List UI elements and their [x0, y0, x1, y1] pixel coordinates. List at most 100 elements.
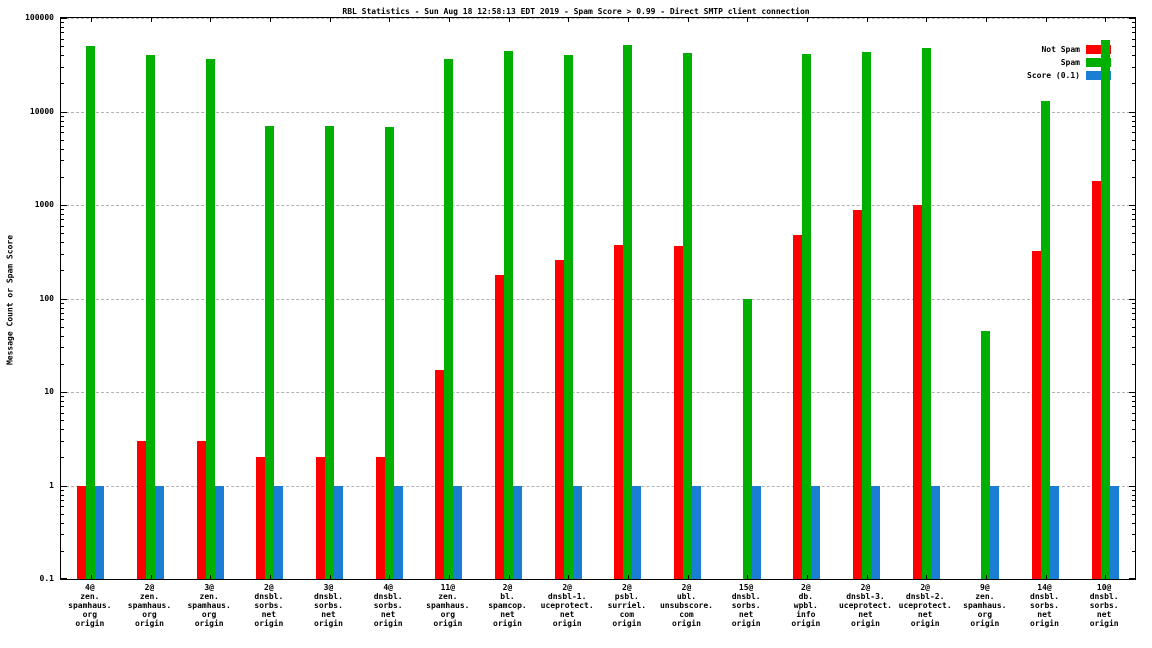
axis-tick: [1132, 490, 1135, 491]
bar-not_spam: [495, 274, 504, 579]
x-tick-label-line: org: [82, 610, 98, 619]
plot-area: Not Spam Spam Score (0.1): [60, 17, 1136, 580]
axis-tick: [61, 313, 64, 314]
x-tick-label-line: spamhaus.: [187, 601, 231, 610]
x-tick-label-line: zen.: [199, 592, 219, 601]
x-tick-label-line: spamcop.: [488, 601, 527, 610]
axis-tick: [568, 18, 569, 22]
x-tick-label: 9@ zen. spamhaus. org origin: [955, 583, 1015, 628]
bar-not_spam: [912, 205, 922, 579]
axis-tick: [270, 18, 271, 22]
axis-tick: [61, 420, 64, 421]
bar-score: [990, 485, 1000, 579]
bar-spam: [384, 127, 394, 579]
bar-score: [453, 485, 463, 579]
gridline: [61, 18, 1135, 19]
x-tick-label-line: sorbs.: [314, 601, 343, 610]
x-tick-label-line: spamhaus.: [963, 601, 1007, 610]
axis-tick: [389, 18, 390, 22]
bar-score: [393, 485, 403, 579]
axis-tick: [1132, 121, 1135, 122]
axis-tick: [61, 578, 67, 579]
axis-tick: [61, 242, 64, 243]
x-tick-label-line: db.: [798, 592, 814, 601]
bar-spam: [504, 51, 513, 579]
axis-tick: [1132, 396, 1135, 397]
axis-tick: [1132, 506, 1135, 507]
axis-tick: [1129, 486, 1135, 487]
bar-not_spam: [256, 457, 266, 579]
axis-tick: [91, 18, 92, 22]
axis-tick: [61, 429, 64, 430]
axis-tick: [61, 441, 64, 442]
axis-tick: [1132, 209, 1135, 210]
x-tick-label: 2@ zen. spamhaus. org origin: [120, 583, 180, 628]
axis-tick: [61, 413, 64, 414]
bar-not_spam: [375, 457, 385, 579]
axis-tick: [61, 308, 64, 309]
x-tick-label-line: psbl.: [614, 592, 639, 601]
axis-tick: [61, 486, 67, 487]
bar-spam: [205, 59, 215, 579]
axis-tick: [1132, 219, 1135, 220]
bar-not_spam: [674, 246, 683, 579]
x-tick-label: 2@ ubl. unsubscore. com origin: [657, 583, 717, 628]
y-tick-label: 100000: [25, 13, 54, 22]
axis-tick: [1132, 413, 1135, 414]
x-tick-label: 2@ dnsbl-1. uceprotect. net origin: [537, 583, 597, 628]
axis-tick: [1132, 406, 1135, 407]
bar-score: [930, 485, 940, 579]
x-tick-label-line: 2@: [920, 583, 930, 592]
x-tick-label-line: origin: [731, 619, 761, 628]
legend-label: Spam: [1060, 58, 1080, 67]
axis-tick: [1132, 441, 1135, 442]
axis-tick: [747, 18, 748, 22]
axis-tick: [1132, 457, 1135, 458]
bar-score: [692, 485, 701, 579]
axis-tick: [807, 575, 808, 579]
x-tick-label: 3@ dnsbl. sorbs. net origin: [299, 583, 359, 628]
x-tick-label-line: net: [261, 610, 277, 619]
axis-tick: [61, 18, 67, 19]
chart-title: RBL Statistics - Sun Aug 18 12:58:13 EDT…: [342, 7, 810, 16]
bar-score: [214, 485, 224, 579]
x-tick-label-line: origin: [851, 619, 880, 628]
bar-not_spam: [1032, 251, 1041, 579]
axis-tick: [61, 551, 64, 552]
x-tick-label: 2@ dnsbl-3. uceprotect. net origin: [836, 583, 896, 628]
axis-tick: [61, 299, 67, 300]
x-tick-label-line: 2@: [562, 583, 572, 592]
x-tick-label-line: dnsbl.: [254, 592, 284, 601]
axis-tick: [986, 575, 987, 579]
bar-spam: [265, 125, 275, 579]
x-tick-label-line: origin: [1089, 619, 1119, 628]
axis-tick: [61, 506, 64, 507]
bar-not_spam: [77, 485, 87, 579]
x-tick-label-line: 11@: [440, 583, 456, 592]
axis-tick: [1132, 319, 1135, 320]
axis-tick: [1132, 270, 1135, 271]
x-tick-label-line: origin: [910, 619, 940, 628]
x-tick-label: 10@ dnsbl. sorbs. net origin: [1074, 583, 1134, 628]
axis-tick: [1105, 18, 1106, 22]
axis-tick: [61, 226, 64, 227]
axis-tick: [1132, 534, 1135, 535]
axis-tick: [1132, 22, 1135, 23]
bar-score: [95, 485, 105, 579]
axis-tick: [61, 364, 64, 365]
x-tick-label-line: sorbs.: [254, 601, 284, 610]
axis-tick: [61, 534, 64, 535]
x-tick-label: 15@ dnsbl. sorbs. net origin: [716, 583, 776, 628]
x-tick-label: 2@ dnsbl-2. uceprotect. net origin: [895, 583, 955, 628]
axis-tick: [1132, 214, 1135, 215]
legend-swatch-score: [1086, 71, 1111, 80]
x-tick-label-line: origin: [194, 619, 224, 628]
axis-tick: [61, 83, 64, 84]
axis-tick: [1129, 18, 1135, 19]
axis-tick: [61, 327, 64, 328]
bar-spam: [981, 330, 991, 579]
axis-tick: [1132, 140, 1135, 141]
x-tick-label: 11@ zen. spamhaus. org origin: [418, 583, 478, 628]
axis-tick: [1129, 578, 1135, 579]
x-tick-label-line: uceprotect.: [540, 601, 594, 610]
